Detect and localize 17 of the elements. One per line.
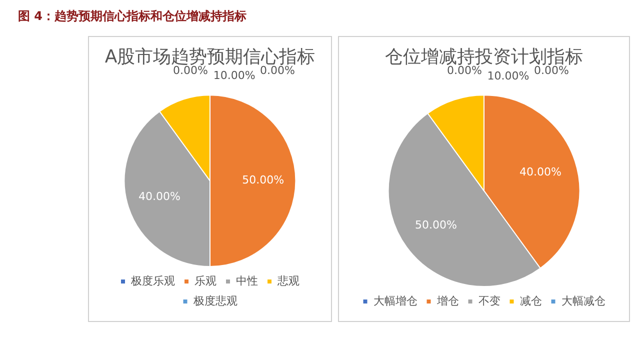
data-label: 40.00% bbox=[519, 165, 562, 178]
legend-label: 大幅增仓 bbox=[373, 294, 418, 308]
legend-label: 极度乐观 bbox=[130, 274, 175, 288]
data-label: 10.00% bbox=[487, 70, 530, 83]
legend-label: 增仓 bbox=[436, 294, 459, 308]
legend-label: 不变 bbox=[478, 294, 500, 308]
legend-label: 中性 bbox=[236, 274, 258, 288]
data-label: 10.00% bbox=[213, 69, 256, 82]
data-label: 50.00% bbox=[415, 218, 457, 232]
data-label: 50.00% bbox=[242, 174, 284, 187]
legend-label: 乐观 bbox=[194, 274, 216, 288]
legend-label: 悲观 bbox=[276, 274, 300, 288]
data-label: 40.00% bbox=[138, 190, 180, 204]
legend-label: 极度悲观 bbox=[192, 294, 238, 308]
legend-label: 减仓 bbox=[520, 294, 542, 308]
caption: 图 4：趋势预期信心指标和仓位增减持指标 bbox=[18, 8, 247, 25]
legend-label: 大幅减仓 bbox=[561, 294, 606, 308]
